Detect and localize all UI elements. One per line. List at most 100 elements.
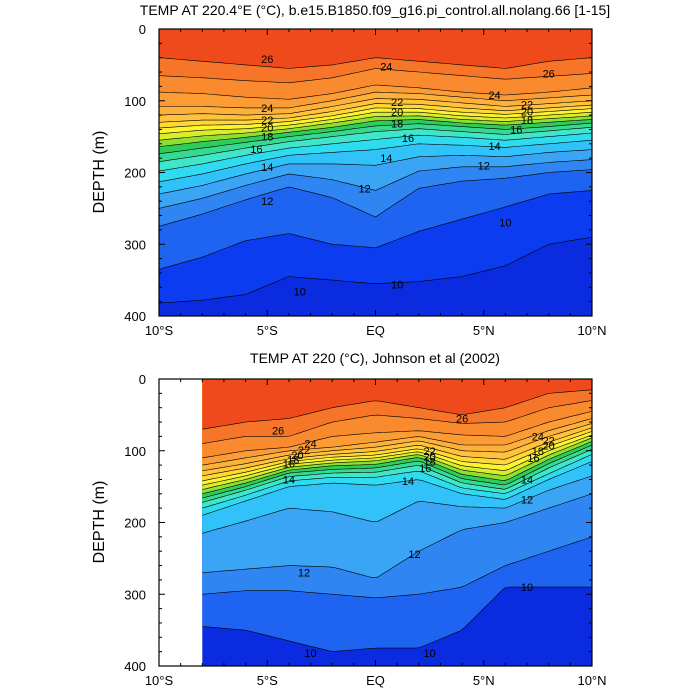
y-tick-label: 400 [124, 309, 146, 324]
isotherm-line-26 [159, 68, 592, 84]
isotherm-line-10 [159, 190, 592, 270]
isotherm-line-20 [159, 111, 592, 135]
contour-lines-model [159, 57, 592, 304]
contour-label: 20 [424, 451, 436, 463]
contour-label: 14 [380, 153, 392, 165]
contour-label: 12 [359, 183, 371, 195]
isotherm-line-18 [202, 441, 592, 495]
contour-label: 20 [543, 441, 555, 453]
contour-label: 18 [424, 457, 436, 469]
isotherm-line-13 [202, 475, 592, 534]
isotherm-line-24 [159, 91, 592, 109]
panel-title-observations: TEMP AT 220 (°C), Johnson et al (2002) [250, 350, 500, 366]
contour-label: 20 [291, 450, 303, 462]
contour-fills-model [159, 29, 592, 316]
isotherm-line-14 [159, 139, 592, 183]
contour-label: 26 [261, 54, 273, 66]
isotherm-line-27 [159, 57, 592, 69]
isotherm-line-27 [202, 389, 592, 430]
isotherm-line-9 [159, 236, 592, 304]
contour-label: 12 [261, 196, 273, 208]
contour-label: 12 [408, 549, 420, 561]
contour-label: 14 [488, 141, 500, 153]
axis-ticks-observations: 10°S 5°S EQ 5°N 10°N 0 100 200 300 400 [124, 372, 606, 688]
x-tick-label: 10°N [577, 673, 606, 688]
contour-label: 20 [391, 107, 403, 119]
y-axis-label-model: DEPTH (m) [91, 131, 108, 214]
contour-band-27 [159, 29, 592, 69]
contour-label: 26 [543, 68, 555, 80]
x-tick-label: EQ [366, 323, 385, 338]
contour-label: 26 [456, 413, 468, 425]
isotherm-line-25 [159, 84, 592, 100]
contour-label: 14 [283, 474, 295, 486]
contour-label: 12 [298, 568, 310, 580]
contour-label: 10 [294, 287, 306, 299]
contour-lines-observations [202, 389, 592, 652]
y-tick-label: 200 [124, 516, 146, 531]
contour-label: 26 [272, 426, 284, 438]
isotherm-line-12 [202, 493, 592, 579]
y-tick-label: 300 [124, 237, 146, 252]
contour-label: 16 [527, 453, 539, 465]
contour-label: 22 [424, 446, 436, 458]
contour-label: 22 [543, 436, 555, 448]
contour-label: 22 [521, 99, 533, 111]
isotherm-line-11 [159, 169, 592, 227]
panel-title-model: TEMP AT 220.4°E (°C), b.e15.B1850.f09_g1… [140, 2, 610, 18]
contour-label: 16 [510, 124, 522, 136]
isotherm-line-25 [202, 411, 592, 459]
isotherm-line-24 [202, 418, 592, 466]
isotherm-line-17 [202, 444, 592, 499]
contour-label: 24 [261, 103, 273, 115]
contour-label: 16 [283, 459, 295, 471]
x-tick-label: 5°N [473, 323, 495, 338]
contour-label: 18 [287, 454, 299, 466]
isotherm-line-14 [202, 461, 592, 516]
contour-label: 18 [261, 132, 273, 144]
y-tick-label: 0 [139, 22, 146, 37]
contour-label: 10 [424, 648, 436, 660]
contour-label: 22 [261, 115, 273, 127]
contour-label: 14 [261, 162, 273, 174]
isotherm-line-10 [202, 586, 592, 652]
isotherm-line-15 [202, 454, 592, 509]
y-tick-label: 100 [124, 94, 146, 109]
contour-label: 22 [298, 445, 310, 457]
contour-label: 16 [419, 463, 431, 475]
contour-label: 12 [521, 495, 533, 507]
isotherm-line-19 [159, 115, 592, 141]
x-tick-label: 10°S [145, 323, 174, 338]
contour-label: 18 [391, 119, 403, 131]
contour-label: 18 [521, 115, 533, 127]
isotherm-line-21 [202, 431, 592, 482]
contour-label: 10 [521, 582, 533, 594]
contour-fills-observations [202, 379, 592, 666]
isotherm-line-23 [159, 98, 592, 116]
isotherm-line-20 [202, 434, 592, 486]
isotherm-line-19 [202, 437, 592, 490]
x-tick-label: 5°S [257, 673, 278, 688]
contour-label: 12 [478, 160, 490, 172]
isotherm-line-18 [159, 119, 592, 147]
isotherm-line-22 [202, 427, 592, 477]
contour-label: 14 [521, 474, 533, 486]
isotherm-line-12 [159, 159, 592, 209]
y-axis-label-observations: DEPTH (m) [91, 481, 108, 564]
contour-label: 22 [391, 97, 403, 109]
panel-observations: TEMP AT 220 (°C), Johnson et al (2002) 2… [91, 350, 607, 688]
contour-label: 14 [402, 476, 414, 488]
contour-label: 24 [380, 61, 392, 73]
contour-label: 20 [521, 107, 533, 119]
y-tick-label: 400 [124, 659, 146, 674]
panel-model: TEMP AT 220.4°E (°C), b.e15.B1850.f09_g1… [91, 2, 610, 338]
y-tick-label: 0 [139, 372, 146, 387]
isotherm-line-22 [159, 103, 592, 123]
axis-ticks-model: 10°S 5°S EQ 5°N 10°N 0 100 200 300 400 [124, 22, 606, 338]
contour-label: 10 [499, 218, 511, 230]
contour-label: 10 [391, 279, 403, 291]
contour-label: 18 [532, 446, 544, 458]
isotherm-line-16 [159, 127, 592, 162]
